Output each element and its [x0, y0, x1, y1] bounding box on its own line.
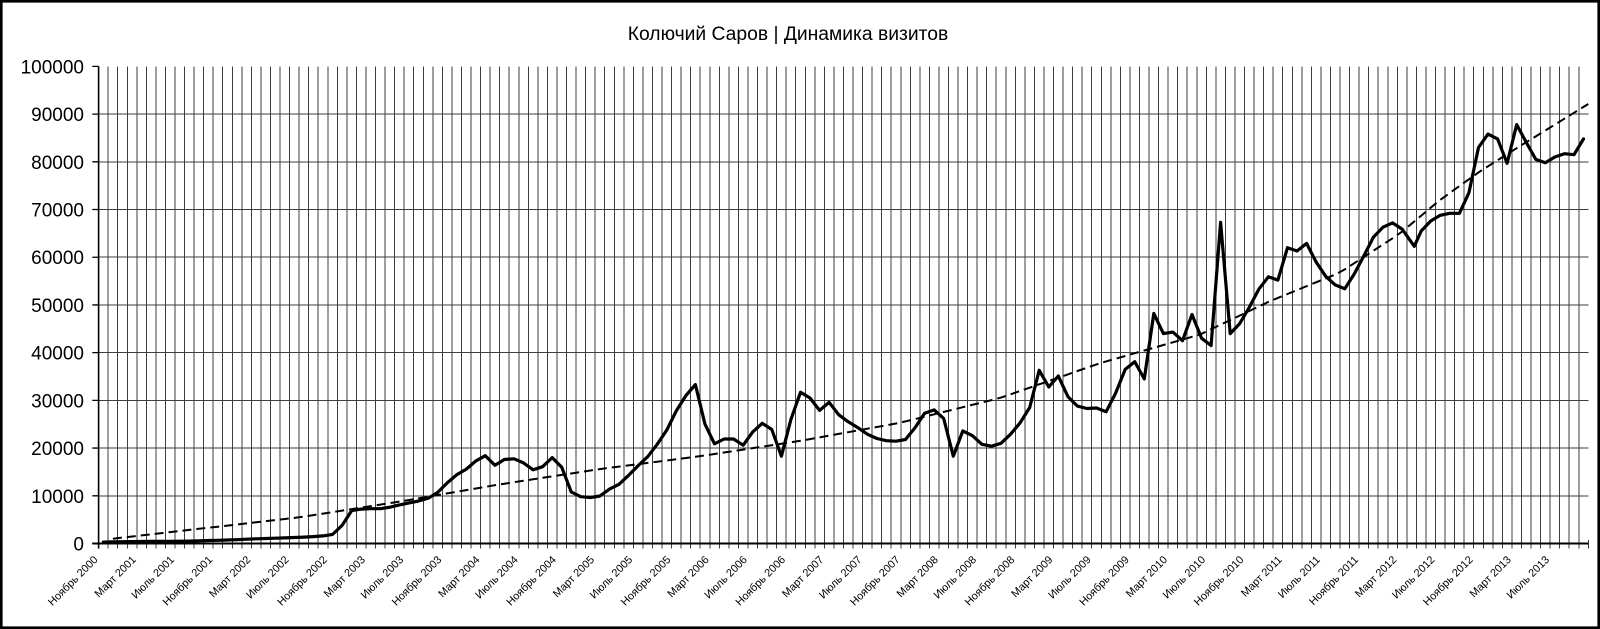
svg-text:30000: 30000 [31, 391, 84, 412]
svg-text:70000: 70000 [31, 201, 84, 222]
svg-text:40000: 40000 [31, 344, 84, 365]
svg-text:20000: 20000 [31, 439, 84, 460]
svg-text:100000: 100000 [21, 57, 84, 78]
svg-text:10000: 10000 [31, 487, 84, 508]
svg-text:0: 0 [73, 535, 84, 556]
svg-text:Колючий Саров | Динамика визит: Колючий Саров | Динамика визитов [628, 24, 948, 45]
svg-text:50000: 50000 [31, 296, 84, 317]
svg-text:90000: 90000 [31, 105, 84, 126]
svg-text:60000: 60000 [31, 248, 84, 269]
svg-text:80000: 80000 [31, 153, 84, 174]
